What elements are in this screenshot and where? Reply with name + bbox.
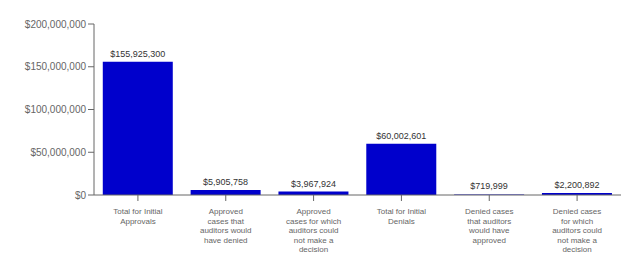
svg-text:$150,000,000: $150,000,000 bbox=[25, 61, 87, 72]
svg-text:$155,925,300: $155,925,300 bbox=[110, 49, 165, 59]
svg-text:$719,999: $719,999 bbox=[470, 181, 508, 191]
svg-text:Total for InitialApprovals: Total for InitialApprovals bbox=[113, 207, 163, 226]
svg-text:$200,000,000: $200,000,000 bbox=[25, 19, 87, 30]
svg-text:Denied casesthat auditorswould: Denied casesthat auditorswould haveappro… bbox=[465, 207, 513, 245]
svg-text:$2,200,892: $2,200,892 bbox=[554, 180, 599, 190]
svg-text:$50,000,000: $50,000,000 bbox=[30, 147, 86, 158]
svg-text:$5,905,758: $5,905,758 bbox=[203, 177, 248, 187]
svg-text:Approvedcases for whichauditor: Approvedcases for whichauditors couldnot… bbox=[286, 207, 341, 254]
svg-text:Approvedcases thatauditors wou: Approvedcases thatauditors wouldhave den… bbox=[200, 207, 252, 245]
svg-text:$0: $0 bbox=[75, 190, 87, 201]
svg-text:Total for InitialDenials: Total for InitialDenials bbox=[377, 207, 427, 226]
svg-text:$3,967,924: $3,967,924 bbox=[291, 179, 336, 189]
svg-text:$60,002,601: $60,002,601 bbox=[376, 131, 426, 141]
svg-text:$100,000,000: $100,000,000 bbox=[25, 104, 87, 115]
svg-text:Denied casesfor whichauditors: Denied casesfor whichauditors couldnot m… bbox=[552, 207, 602, 254]
